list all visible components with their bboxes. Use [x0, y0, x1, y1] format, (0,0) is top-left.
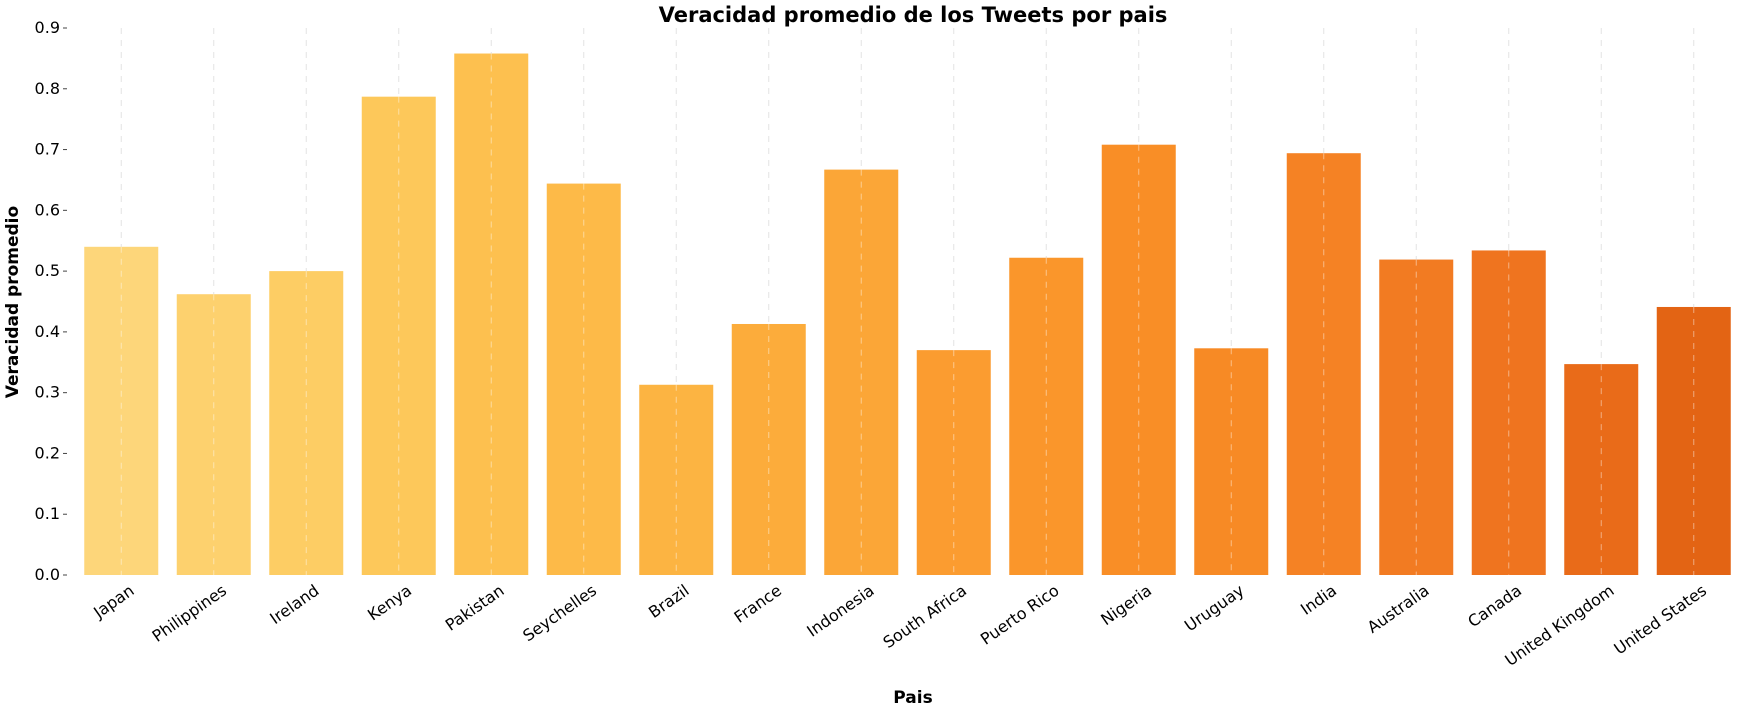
x-tick-label: Japan [89, 581, 137, 623]
bar-kenya [361, 96, 436, 575]
bar-nigeria [1101, 144, 1176, 575]
y-axis-ticks: 0.0 0.1 0.2 0.3 0.4 0.5 0.6 0.7 0.8 0.9 [35, 18, 67, 584]
bar-japan [84, 246, 159, 576]
x-tick-label: South Africa [880, 581, 971, 652]
bars-layer [84, 53, 1731, 576]
x-tick-label: Philippines [149, 581, 231, 646]
bar-australia [1379, 259, 1454, 575]
bar-puerto-rico [1009, 257, 1084, 575]
x-tick-label: Australia [1364, 581, 1433, 637]
bar-united-states [1656, 306, 1731, 575]
x-tick-label: Seychelles [519, 581, 600, 646]
bar-united-kingdom [1564, 364, 1639, 575]
x-tick-label: France [731, 581, 785, 627]
y-tick-label: 0.1 [35, 504, 60, 523]
x-tick-label: Canada [1464, 581, 1525, 631]
bar-indonesia [824, 169, 899, 575]
x-axis-label: Pais [893, 688, 932, 708]
bar-philippines [176, 294, 251, 575]
bar-seychelles [546, 183, 621, 575]
x-tick-label: Pakistan [442, 581, 508, 635]
y-tick-label: 0.4 [35, 322, 60, 341]
x-tick-label: Kenya [364, 581, 415, 625]
x-axis-ticks: Japan Philippines Ireland Kenya Pakistan Seyc… [89, 581, 1710, 670]
y-tick-label: 0.2 [35, 443, 60, 462]
y-tick-label: 0.0 [35, 565, 60, 584]
x-tick-label: Brazil [645, 581, 692, 622]
y-tick-label: 0.8 [35, 79, 60, 98]
bar-south-africa [916, 350, 991, 575]
bar-france [731, 323, 806, 575]
chart-title: Veracidad promedio de los Tweets por pai… [659, 3, 1168, 27]
bar-canada [1471, 250, 1546, 576]
y-tick-label: 0.9 [35, 18, 60, 37]
x-tick-label: United States [1610, 581, 1710, 659]
x-tick-label: Uruguay [1181, 581, 1248, 636]
x-tick-label: Ireland [266, 581, 322, 628]
x-tick-label: Indonesia [803, 581, 877, 641]
y-tick-label: 0.6 [35, 200, 60, 219]
x-tick-label: India [1297, 581, 1340, 619]
grid-layer [120, 28, 1695, 575]
x-tick-label: Nigeria [1097, 581, 1155, 629]
bar-pakistan [454, 53, 529, 575]
bar-uruguay [1194, 348, 1269, 575]
grid-over-layer [120, 53, 1695, 575]
y-tick-label: 0.5 [35, 261, 60, 280]
bar-india [1286, 153, 1361, 576]
bar-brazil [639, 384, 714, 575]
y-axis-label: Veracidad promedio [3, 206, 23, 398]
y-tick-label: 0.7 [35, 140, 60, 159]
y-tick-label: 0.3 [35, 383, 60, 402]
x-tick-label: Puerto Rico [977, 581, 1063, 649]
bar-ireland [269, 271, 344, 575]
